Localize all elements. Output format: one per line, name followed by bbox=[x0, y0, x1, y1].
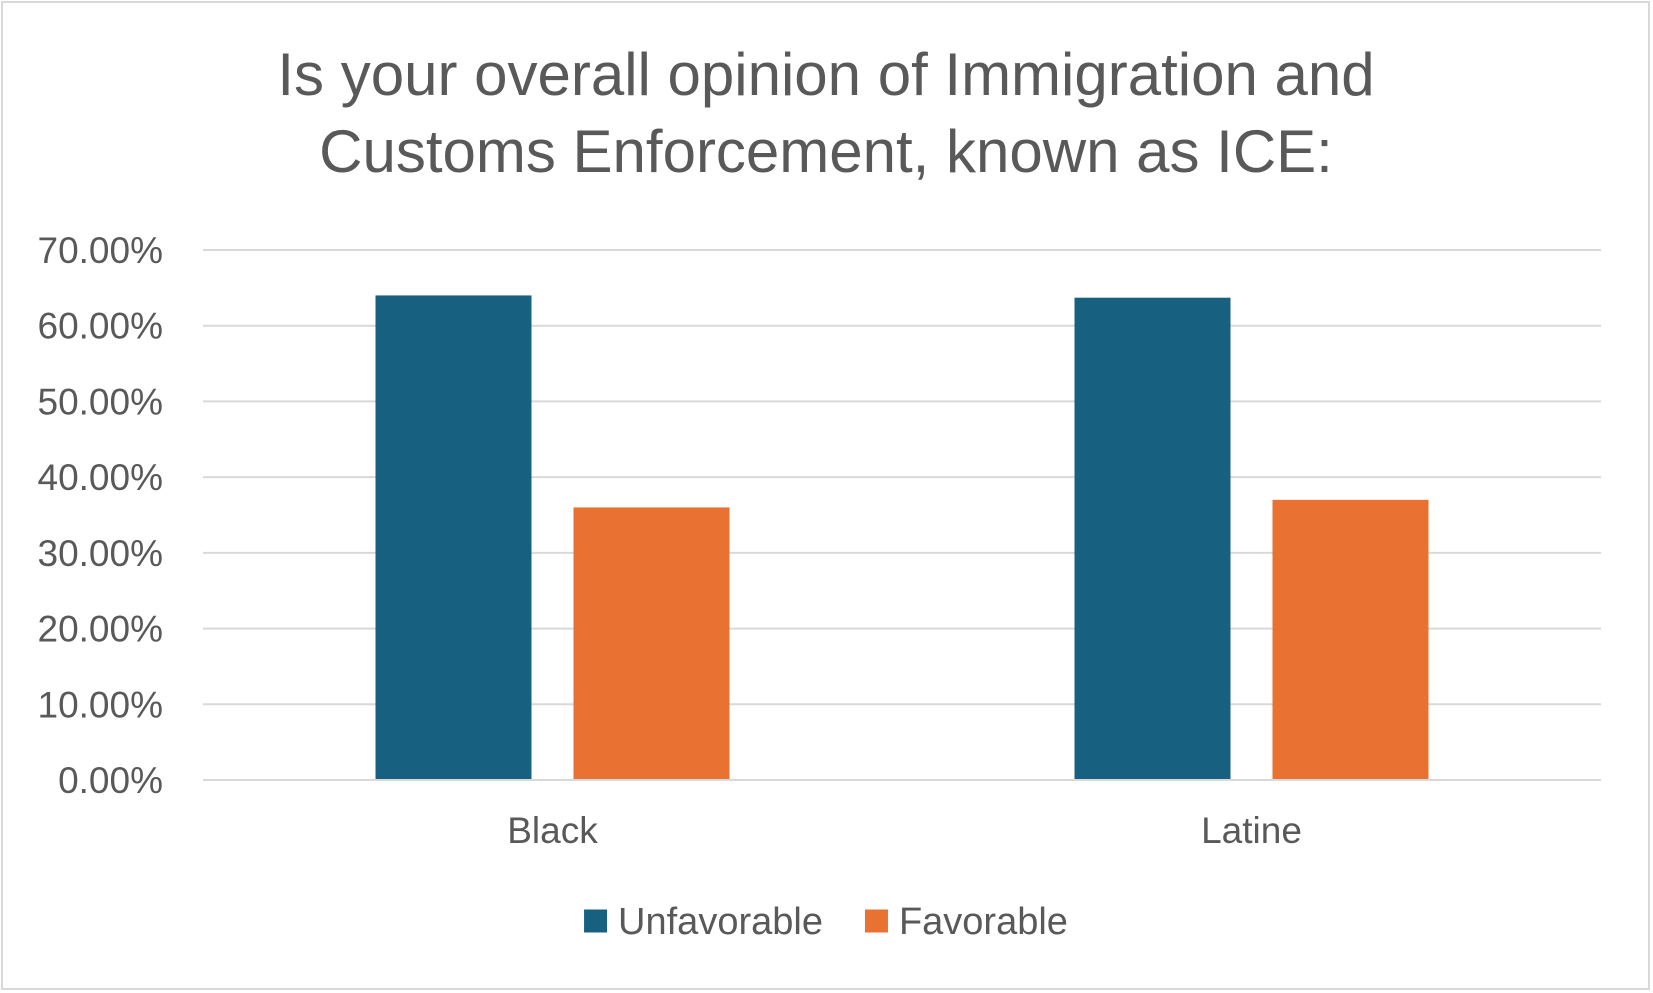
y-tick-label: 50.00% bbox=[38, 381, 164, 422]
bar-unfavorable-latine bbox=[1074, 297, 1231, 780]
bars bbox=[375, 295, 1429, 780]
y-tick-label: 30.00% bbox=[38, 533, 164, 574]
y-tick-label: 20.00% bbox=[38, 609, 164, 650]
legend-swatch-favorable bbox=[864, 909, 888, 933]
y-tick-label: 10.00% bbox=[38, 684, 164, 725]
y-tick-label: 70.00% bbox=[38, 230, 164, 271]
legend: Unfavorable Favorable bbox=[584, 901, 1068, 943]
chart-title-line-1: Is your overall opinion of Immigration a… bbox=[277, 41, 1374, 108]
bar-favorable-latine bbox=[1272, 499, 1429, 780]
bar-favorable-black bbox=[573, 507, 730, 780]
legend-label-unfavorable: Unfavorable bbox=[618, 901, 823, 943]
x-category-label: Black bbox=[507, 810, 598, 851]
legend-label-favorable: Favorable bbox=[899, 901, 1068, 943]
y-tick-label: 0.00% bbox=[58, 760, 163, 801]
y-tick-label: 40.00% bbox=[38, 457, 164, 498]
x-category-label: Latine bbox=[1201, 810, 1302, 851]
y-axis-tick-labels: 0.00% 10.00% 20.00% 30.00% 40.00% 50.00% 60.00… bbox=[38, 230, 164, 801]
chart-title-line-2: Customs Enforcement, known as ICE: bbox=[319, 118, 1333, 185]
chart-title: Is your overall opinion of Immigration a… bbox=[277, 41, 1374, 185]
category-labels: Black Latine bbox=[507, 810, 1302, 851]
y-tick-label: 60.00% bbox=[38, 306, 164, 347]
bar-unfavorable-black bbox=[375, 295, 532, 780]
legend-swatch-unfavorable bbox=[584, 909, 608, 933]
